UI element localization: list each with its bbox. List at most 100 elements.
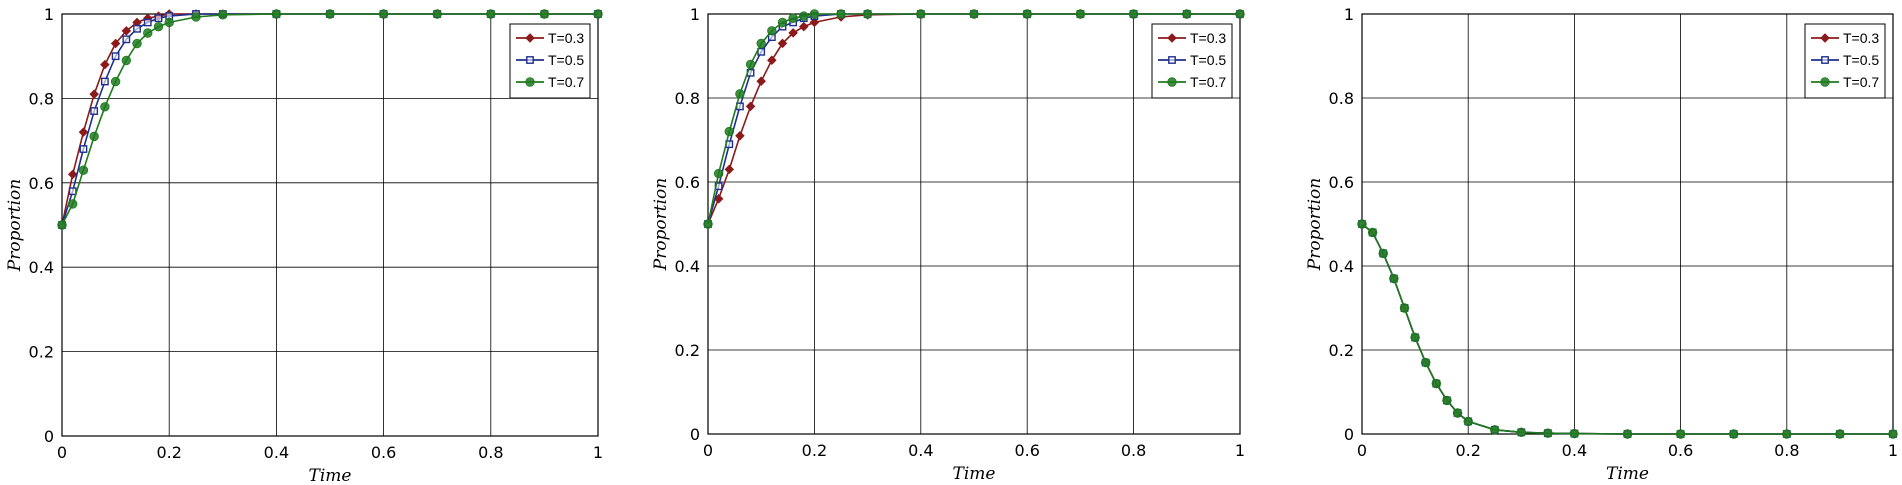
y-tick-label: 1	[44, 5, 54, 24]
data-point-marker	[788, 28, 798, 38]
data-point-marker	[756, 76, 766, 86]
data-point-marker	[68, 199, 78, 209]
y-tick-label: 1	[1344, 5, 1354, 24]
legend-box	[509, 23, 591, 99]
data-point-marker	[1389, 273, 1399, 284]
data-point-marker	[735, 89, 745, 99]
legend-label: T=0.5	[1843, 52, 1879, 68]
data-point-marker	[68, 187, 77, 196]
data-point-marker	[735, 131, 745, 141]
y-tick-label: 0.2	[675, 341, 700, 360]
data-point-marker	[143, 28, 153, 38]
data-point-marker	[111, 52, 120, 61]
data-point-marker	[809, 9, 820, 19]
x-tick-label: 0.4	[908, 441, 933, 460]
data-point-marker	[325, 9, 335, 19]
plot-area	[62, 14, 598, 436]
y-tick-label: 0.2	[29, 343, 54, 362]
data-point-marker	[378, 9, 389, 19]
data-point-marker	[1888, 429, 1898, 439]
data-point-marker	[767, 55, 777, 65]
chart-panel-2: 0 0.2 0.4 0.6 0.8 1 0 0.2 0.4 0.6 0.8 1 Time Proporti…	[651, 5, 1245, 484]
y-tick-label: 0.4	[675, 257, 700, 276]
data-point-marker	[1022, 9, 1032, 19]
data-point-marker	[1569, 428, 1580, 439]
series-T=0.7	[703, 9, 1245, 229]
data-point-marker	[1367, 227, 1378, 238]
data-point-marker	[110, 38, 121, 49]
x-axis-label: Time	[309, 466, 352, 485]
series-line	[61, 13, 598, 226]
data-point-marker	[89, 89, 99, 99]
data-point-marker	[89, 131, 99, 142]
y-axis-label: Proportion	[1305, 178, 1325, 272]
data-point-marker	[100, 77, 109, 86]
data-point-marker	[798, 21, 809, 32]
y-tick-label: 0.4	[29, 258, 54, 277]
y-tick-label: 0.6	[1329, 173, 1354, 192]
data-point-marker	[1782, 429, 1792, 439]
y-tick-label: 0.8	[1329, 89, 1354, 108]
data-point-marker	[745, 59, 756, 70]
x-tick-label: 1	[1235, 441, 1245, 460]
data-point-marker	[1410, 332, 1420, 343]
data-point-marker	[153, 21, 164, 32]
legend-marker	[1167, 33, 1177, 43]
x-tick-label: 0.4	[1562, 441, 1587, 460]
data-point-marker	[1728, 429, 1739, 439]
x-axis-label: Time	[953, 464, 996, 484]
legend-box	[1804, 23, 1886, 99]
y-tick-label: 0.2	[1329, 341, 1354, 360]
plot-area	[708, 14, 1240, 434]
series-T=0.7	[1357, 219, 1898, 439]
data-point-marker	[90, 107, 99, 115]
x-tick-label: 1	[1888, 441, 1898, 460]
data-point-marker	[432, 9, 442, 19]
data-point-marker	[724, 126, 734, 137]
legend-marker	[1820, 77, 1830, 87]
data-point-marker	[1516, 427, 1527, 438]
data-point-marker	[1075, 9, 1086, 19]
x-tick-label: 0.8	[1121, 441, 1146, 460]
data-point-marker	[271, 9, 282, 19]
y-axis-label: Proportion	[651, 178, 671, 272]
data-point-marker	[777, 38, 788, 49]
x-tick-label: 0.4	[264, 443, 289, 462]
legend-label: T=0.5	[1190, 52, 1226, 68]
data-point-marker	[133, 24, 141, 33]
x-tick-label: 0.2	[802, 441, 827, 460]
y-axis-label: Proportion	[5, 179, 25, 273]
data-point-marker	[836, 9, 846, 19]
legend-marker	[525, 77, 535, 87]
data-point-marker	[1235, 9, 1245, 19]
data-point-marker	[1128, 9, 1139, 19]
x-tick-label: 0.6	[1668, 441, 1693, 460]
data-point-marker	[1490, 425, 1500, 435]
x-tick-label: 0.8	[478, 443, 503, 462]
data-point-marker	[788, 13, 798, 23]
data-point-marker	[724, 164, 735, 175]
data-point-marker	[78, 165, 89, 175]
x-tick-label: 0.6	[371, 443, 396, 462]
x-tick-label: 0.6	[1014, 441, 1039, 460]
y-tick-label: 0.8	[29, 89, 54, 108]
legend-label: T=0.3	[548, 30, 584, 46]
data-point-marker	[1421, 357, 1431, 368]
data-point-marker	[154, 14, 163, 23]
data-point-marker	[539, 9, 550, 19]
data-point-marker	[809, 17, 820, 28]
data-point-marker	[191, 12, 201, 22]
y-tick-label: 0.4	[1329, 257, 1354, 276]
data-point-marker	[1543, 428, 1553, 438]
data-point-marker	[486, 9, 496, 19]
legend-marker	[1821, 56, 1829, 64]
x-tick-label: 0.2	[1455, 441, 1480, 460]
legend: T=0.3 T=0.5 T=0.7	[1151, 23, 1233, 99]
y-tick-label: 0.8	[675, 89, 700, 108]
data-point-marker	[143, 18, 152, 27]
data-point-marker	[67, 169, 78, 180]
x-tick-label: 0	[703, 441, 713, 460]
data-point-marker	[79, 145, 88, 153]
legend-label: T=0.7	[548, 74, 584, 90]
